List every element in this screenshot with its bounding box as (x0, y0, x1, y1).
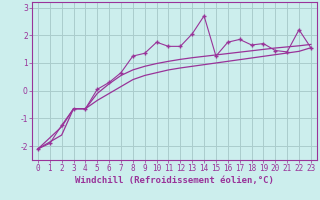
X-axis label: Windchill (Refroidissement éolien,°C): Windchill (Refroidissement éolien,°C) (75, 176, 274, 185)
